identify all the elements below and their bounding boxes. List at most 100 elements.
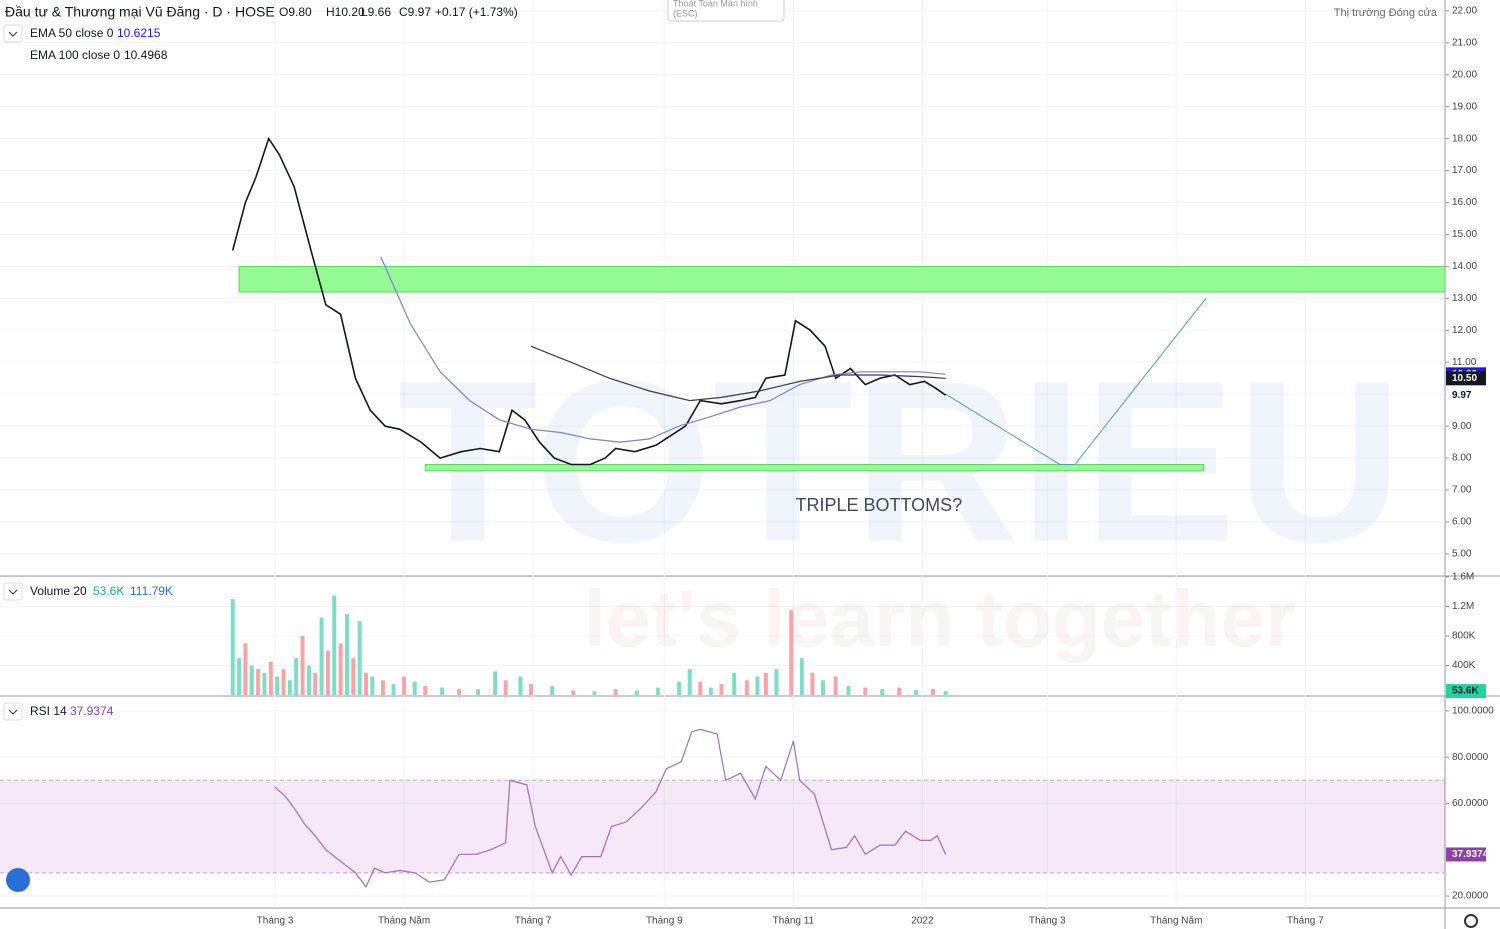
volume-bar (364, 672, 369, 695)
x-tick-label: Tháng 11 (773, 916, 815, 927)
ema-line (380, 256, 946, 443)
collapse-button[interactable] (3, 24, 23, 43)
volume-bar (391, 683, 396, 695)
volume-bar (880, 689, 885, 695)
volume-bar (402, 676, 407, 695)
y-tick-label: 20.00 (1452, 69, 1477, 80)
y-tick-label: 19.00 (1452, 101, 1477, 112)
legend-value: 10.4968 (124, 48, 168, 62)
support-zone (238, 265, 1446, 293)
volume-bar (846, 686, 851, 695)
price-badge (1446, 371, 1486, 386)
volume-bar (833, 676, 838, 695)
volume-bar (338, 643, 343, 695)
volume-bar (732, 672, 737, 695)
collapse-icon[interactable] (8, 31, 18, 37)
volume-bar (897, 687, 902, 695)
collapse-icon[interactable] (8, 709, 18, 715)
volume-bar (230, 599, 235, 695)
ema-line (530, 345, 946, 402)
y-tick-label: 15.00 (1452, 229, 1477, 240)
projection-line (945, 298, 1207, 465)
settings-icon[interactable] (1464, 914, 1479, 928)
x-tick-label: Tháng Năm (1150, 916, 1202, 927)
volume-bar (332, 595, 337, 695)
x-tick-label: Tháng Năm (378, 916, 430, 927)
volume-bar (476, 689, 481, 695)
y-tick-label: 1.6M (1452, 572, 1474, 583)
y-tick-label: 18.00 (1452, 133, 1477, 144)
volume-bar (914, 689, 919, 695)
legend-label: RSI 14 (30, 704, 67, 718)
volume-bar (319, 617, 324, 695)
volume-bar (423, 686, 428, 695)
volume-bar (634, 690, 639, 695)
volume-bar (820, 680, 825, 695)
volume-bar (529, 683, 534, 695)
volume-bar (440, 687, 445, 695)
volume-bar (571, 690, 576, 695)
volume-bar (237, 658, 242, 695)
volume-bar (457, 689, 462, 695)
volume-bar (300, 636, 305, 695)
y-tick-label: 800K (1452, 631, 1476, 642)
volume-bar (763, 672, 768, 695)
exit-fullscreen-key[interactable]: (ESC) (673, 8, 698, 18)
y-tick-label: 60.0000 (1452, 798, 1489, 809)
volume-bar (655, 687, 660, 695)
x-tick-label: Tháng 7 (1287, 916, 1324, 927)
volume-bar (357, 621, 362, 695)
rsi-line (274, 728, 947, 888)
market-status: Thị trường Đóng cửa (1334, 7, 1438, 19)
quote-high: H10.20 (326, 5, 365, 19)
collapse-icon[interactable] (8, 589, 18, 595)
exit-fullscreen-label[interactable]: Thoát Toàn Màn hình (673, 0, 758, 8)
legend-value: 37.9374 (70, 704, 114, 718)
volume-bar (287, 680, 292, 695)
quote-open: O9.80 (279, 5, 312, 19)
volume-bar (613, 689, 618, 695)
price-badge-label: 9.97 (1452, 390, 1472, 401)
logo (6, 868, 30, 892)
x-tick-label: 2022 (911, 916, 934, 927)
volume-bar (719, 683, 724, 695)
volume-bar (344, 613, 349, 695)
volume-bar (275, 676, 280, 695)
y-tick-label: 9.00 (1452, 421, 1472, 432)
volume-bar (708, 687, 713, 695)
collapse-button[interactable] (3, 582, 23, 601)
volume-bar (931, 689, 936, 695)
y-tick-label: 12.00 (1452, 325, 1477, 336)
collapse-button[interactable] (3, 702, 23, 721)
annotation: TRIPLE BOTTOMS? (795, 495, 962, 515)
volume-bar (550, 686, 555, 695)
y-tick-label: 1.2M (1452, 601, 1474, 612)
price-badge (1446, 684, 1486, 699)
volume-bar (313, 672, 318, 695)
volume-bar (774, 669, 779, 695)
y-tick-label: 13.00 (1452, 293, 1477, 304)
y-tick-label: 20.0000 (1452, 891, 1489, 902)
price-badge-label: 53.6K (1452, 686, 1479, 697)
x-tick-label: Tháng 7 (515, 916, 552, 927)
volume-bar (325, 650, 330, 695)
legend-value: 10.6215 (117, 26, 161, 40)
volume-bar (687, 669, 692, 695)
watermark: let's learn together (584, 574, 1297, 663)
price-badge-label: 37.9374 (1452, 849, 1489, 860)
volume-bar (351, 658, 356, 695)
volume-bar (281, 669, 286, 695)
y-tick-label: 80.0000 (1452, 752, 1489, 763)
volume-bar (744, 680, 749, 695)
legend-label: EMA 50 close 0 (30, 26, 114, 40)
volume-bar (503, 680, 508, 695)
y-tick-label: 16.00 (1452, 197, 1477, 208)
exit-fullscreen-button[interactable] (667, 0, 785, 22)
legend-label: EMA 100 close 0 (30, 48, 120, 62)
y-tick-label: 21.00 (1452, 37, 1477, 48)
volume-bar (262, 672, 267, 695)
legend-label: Volume 20 (30, 584, 87, 598)
